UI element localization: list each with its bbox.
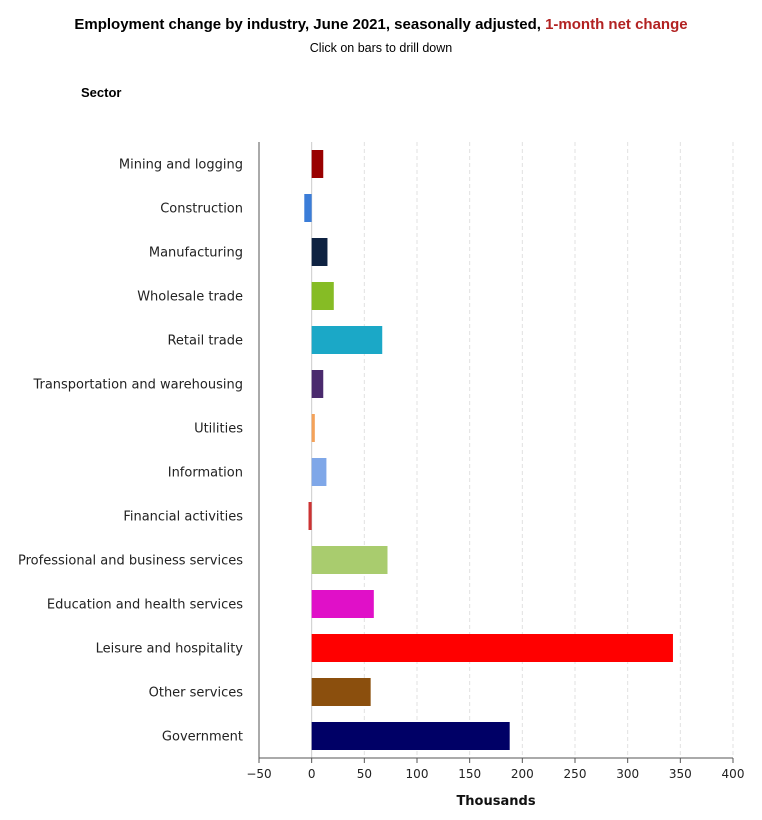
category-label: Transportation and warehousing xyxy=(32,378,243,393)
category-labels: Mining and logging Construction Manufactur… xyxy=(18,158,243,745)
category-label: Utilities xyxy=(194,422,243,437)
category-label: Other services xyxy=(149,686,244,701)
tick-label: 200 xyxy=(511,767,534,781)
bar[interactable] xyxy=(311,326,383,354)
bar[interactable] xyxy=(311,370,324,398)
bar[interactable] xyxy=(311,458,327,486)
bar[interactable] xyxy=(311,546,388,574)
tick-label: 300 xyxy=(616,767,639,781)
category-label: Construction xyxy=(160,202,243,217)
grid-lines xyxy=(311,142,734,758)
bar[interactable] xyxy=(304,194,312,222)
tick-labels: −50 0 50 100 150 200 250 300 350 400 xyxy=(246,758,744,781)
category-label: Wholesale trade xyxy=(137,290,243,305)
bar[interactable] xyxy=(311,722,510,750)
bar[interactable] xyxy=(311,282,334,310)
category-label: Financial activities xyxy=(123,510,243,525)
chart-title: Employment change by industry, June 2021… xyxy=(0,16,762,33)
tick-label: 250 xyxy=(564,767,587,781)
bar[interactable] xyxy=(311,238,328,266)
tick-label: 50 xyxy=(357,767,372,781)
bar[interactable] xyxy=(308,502,312,530)
title-main: Employment change by industry, June 2021… xyxy=(74,16,541,33)
bar[interactable] xyxy=(311,150,324,178)
category-label: Professional and business services xyxy=(18,554,243,569)
tick-label: 350 xyxy=(669,767,692,781)
bar[interactable] xyxy=(311,678,371,706)
tick-label: 400 xyxy=(722,767,745,781)
bar[interactable] xyxy=(311,590,374,618)
category-label: Retail trade xyxy=(167,334,243,349)
chart-subtitle: Click on bars to drill down xyxy=(309,41,453,55)
category-label: Mining and logging xyxy=(119,158,243,173)
category-label: Information xyxy=(168,466,243,481)
tick-label: 0 xyxy=(308,767,316,781)
bars-group xyxy=(304,150,673,750)
tick-label: −50 xyxy=(246,767,271,781)
x-axis-label: Thousands xyxy=(456,794,535,809)
category-label: Manufacturing xyxy=(149,246,243,261)
category-label: Education and health services xyxy=(47,598,243,613)
tick-label: 150 xyxy=(458,767,481,781)
bar[interactable] xyxy=(311,634,673,662)
category-label: Leisure and hospitality xyxy=(96,642,244,657)
category-label: Government xyxy=(162,730,243,745)
title-highlight: 1-month net change xyxy=(545,16,688,33)
axis-header-sector: Sector xyxy=(81,85,122,100)
tick-label: 100 xyxy=(406,767,429,781)
bar[interactable] xyxy=(311,414,315,442)
